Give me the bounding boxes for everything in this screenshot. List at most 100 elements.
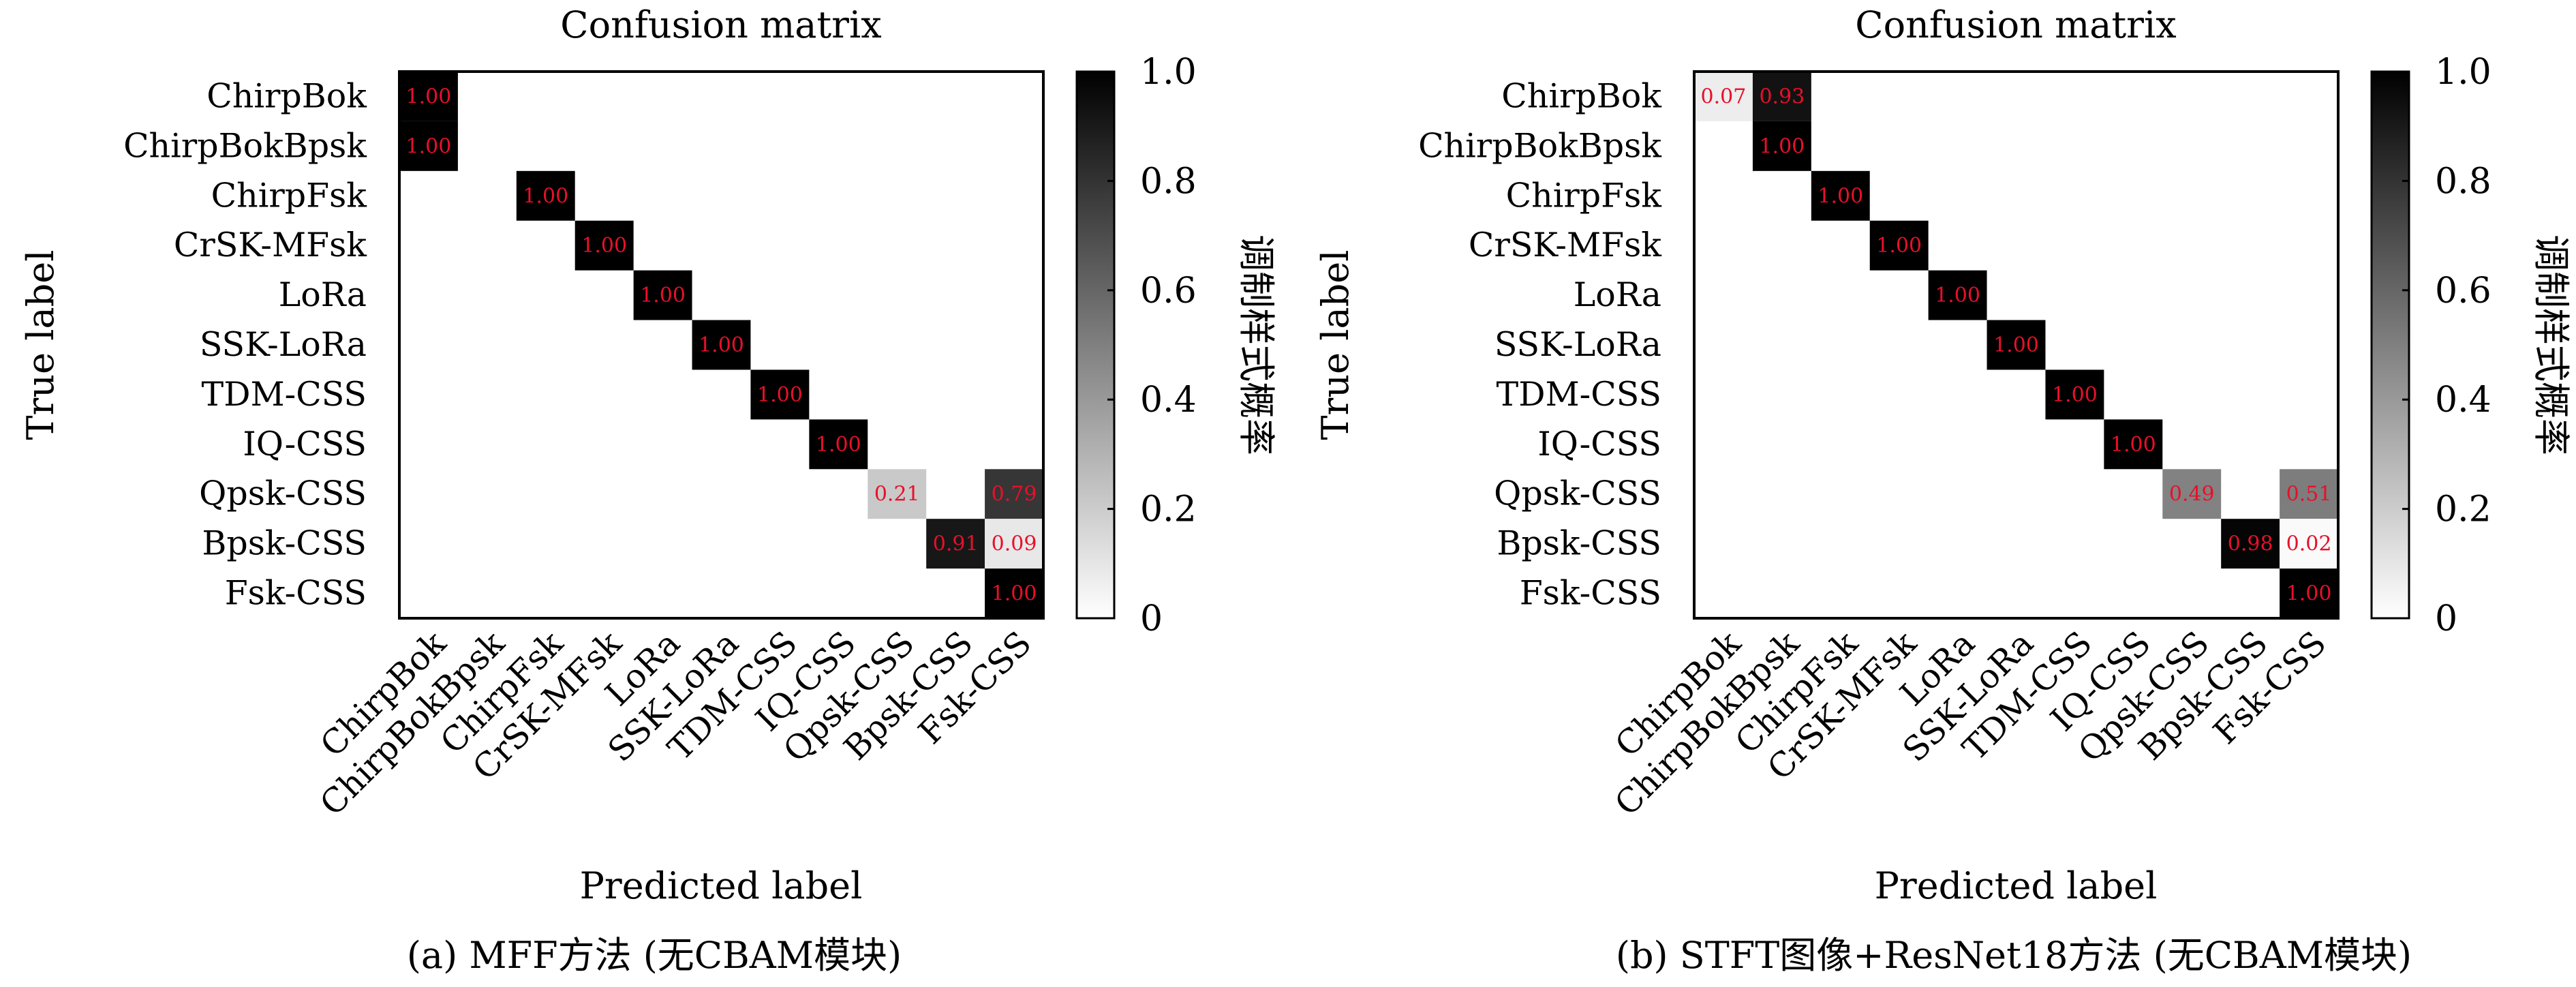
panel-a-colorbar-tick-label: 0.4 bbox=[1140, 380, 1197, 421]
panel-b-colorbar-tick-label: 0.4 bbox=[2435, 380, 2491, 421]
panel-a-y-tick-label: SSK-LoRa bbox=[200, 325, 367, 364]
panel-b-colorbar-ticks: 0 0.2 0.4 0.6 0.8 1.0 bbox=[2402, 52, 2491, 639]
panel-b-y-tick-label: ChirpBok bbox=[1501, 76, 1662, 115]
panel-a-cell-label-3-3: 1.00 bbox=[581, 234, 627, 258]
panel-b-y-tick-label: ChirpBokBpsk bbox=[1418, 126, 1662, 165]
panel-b-cell-label-5-5: 1.00 bbox=[1993, 333, 2039, 357]
panel-a-y-tick-label: CrSK-MFsk bbox=[174, 226, 367, 264]
panel-a-x-tick-labels: ChirpBokChirpBokBpskChirpFskCrSK-MFskLoR… bbox=[313, 623, 1039, 823]
panel-b-y-tick-label: Bpsk-CSS bbox=[1497, 524, 1661, 563]
panel-b-cell-5-5 bbox=[1987, 320, 2046, 370]
panel-a: Confusion matrix 1.00 1.00 1.00 1.00 1.00 1.0… bbox=[19, 3, 1278, 977]
panel-a-cells: 1.00 1.00 1.00 1.00 1.00 1.00 1.00 1.00 0.21 0.79… bbox=[399, 72, 1043, 618]
panel-a-cell-label-8-8: 0.21 bbox=[874, 483, 920, 506]
panel-b-ylabel: True label bbox=[1314, 250, 1357, 440]
panel-a-plot-frame bbox=[398, 70, 1045, 620]
panel-b-cell-label-3-3: 1.00 bbox=[1876, 234, 1922, 258]
panel-a-y-tick-label: IQ-CSS bbox=[243, 425, 367, 464]
panel-b-cell-9-9 bbox=[2221, 519, 2280, 569]
panel-b-y-tick-label: CrSK-MFsk bbox=[1469, 226, 1662, 264]
panel-b-cell-label-6-6: 1.00 bbox=[2052, 383, 2098, 407]
panel-b-colorbar-tick-label: 0.8 bbox=[2435, 161, 2491, 202]
panel-a-cell-label-5-5: 1.00 bbox=[699, 333, 744, 357]
panel-a-y-tick-label: TDM-CSS bbox=[202, 375, 367, 414]
panel-a-cell-2-2 bbox=[516, 170, 575, 221]
panel-a-colorbar-tick-label: 0.8 bbox=[1140, 161, 1197, 202]
panel-a-cell-9-9 bbox=[926, 519, 985, 569]
panel-b-colorbar-tick-label: 0 bbox=[2435, 598, 2457, 639]
panel-b-y-tick-labels: ChirpBok ChirpBokBpsk ChirpFsk CrSK-MFsk LoR… bbox=[1418, 76, 1662, 612]
panel-b-cell-9-10 bbox=[2280, 519, 2338, 569]
panel-b-colorbar bbox=[2370, 70, 2410, 620]
panel-b-y-tick-label: TDM-CSS bbox=[1497, 375, 1661, 414]
panel-b-y-tick-label: ChirpFsk bbox=[1506, 176, 1663, 215]
panel-a-xlabel: Predicted label bbox=[580, 864, 863, 907]
panel-a-cell-3-3 bbox=[574, 220, 634, 271]
panel-a-cell-label-7-7: 1.00 bbox=[816, 433, 861, 457]
panel-a-colorbar-tick-label: 1.0 bbox=[1140, 52, 1197, 93]
panel-a-colorbar-ticks: 0 0.2 0.4 0.6 0.8 1.0 bbox=[1107, 52, 1197, 639]
panel-b-cell-label-8-10: 0.51 bbox=[2286, 483, 2332, 506]
panel-b-cell-8-8 bbox=[2162, 469, 2222, 519]
panel-b-cell-label-4-4: 1.00 bbox=[1935, 284, 1980, 307]
panel-a-cell-6-6 bbox=[750, 369, 810, 420]
panel-b-cells: 0.07 0.93 1.00 1.00 1.00 1.00 1.00 1.00 1.00 0.49… bbox=[1694, 72, 2338, 618]
panel-a-cell-8-8 bbox=[868, 469, 927, 519]
panel-a-y-tick-label: ChirpFsk bbox=[211, 176, 368, 215]
panel-a-cell-label-0-0: 1.00 bbox=[406, 85, 452, 108]
panel-a-cell-label-9-9: 0.91 bbox=[933, 532, 979, 556]
panel-a-colorbar bbox=[1075, 70, 1116, 620]
panel-a-cell-10-10 bbox=[985, 568, 1043, 618]
panel-b-cell-10-10 bbox=[2280, 568, 2338, 618]
panel-a-cell-label-10-10: 1.00 bbox=[992, 582, 1037, 606]
panel-b-cell-label-10-10: 1.00 bbox=[2286, 582, 2332, 606]
panel-a-cell-1-0 bbox=[399, 121, 458, 171]
panel-a-cell-label-9-10: 0.09 bbox=[992, 532, 1037, 556]
panel-a-cell-label-4-4: 1.00 bbox=[640, 284, 686, 307]
panel-b-colorbar-tick-label: 1.0 bbox=[2435, 52, 2491, 93]
panel-b-cell-label-9-9: 0.98 bbox=[2228, 532, 2273, 556]
panel-b-colorbar-tick-label: 0.2 bbox=[2435, 489, 2491, 530]
panel-b-cell-label-8-8: 0.49 bbox=[2169, 483, 2215, 506]
panel-a-cell-5-5 bbox=[692, 320, 751, 370]
panel-a-cell-7-7 bbox=[809, 419, 868, 470]
panel-a-cell-8-10 bbox=[985, 469, 1043, 519]
panel-b-cell-0-0 bbox=[1694, 72, 1753, 121]
panel-a-cell-0-0 bbox=[399, 72, 458, 121]
panel-b-y-tick-label: SSK-LoRa bbox=[1494, 325, 1661, 364]
panel-b-cell-2-2 bbox=[1811, 170, 1870, 221]
panel-a-colorbar-tick-label: 0.6 bbox=[1140, 271, 1197, 312]
panel-b-plot-frame bbox=[1693, 70, 2340, 620]
panel-a-y-tick-labels: ChirpBok ChirpBokBpsk ChirpFsk CrSK-MFsk LoR… bbox=[123, 76, 367, 612]
panel-a-y-tick-label: ChirpBok bbox=[206, 76, 367, 115]
panel-b-cell-7-7 bbox=[2104, 419, 2163, 470]
panel-a-colorbar-tick-label: 0.2 bbox=[1140, 489, 1197, 530]
panel-a-y-tick-label: ChirpBokBpsk bbox=[123, 126, 367, 165]
panel-a-colorbar-label: 调制样式概率 bbox=[1235, 234, 1278, 455]
panel-b-cell-label-9-10: 0.02 bbox=[2286, 532, 2332, 556]
panel-a-title: Confusion matrix bbox=[560, 3, 881, 46]
panel-b-caption: (b) STFT图像+ResNet18方法 (无CBAM模块) bbox=[1616, 934, 2412, 977]
panel-a-cell-4-4 bbox=[633, 270, 692, 320]
panel-b-y-tick-label: Qpsk-CSS bbox=[1494, 474, 1661, 513]
panel-b-y-tick-label: LoRa bbox=[1574, 275, 1661, 314]
panel-b-cell-label-2-2: 1.00 bbox=[1818, 184, 1863, 208]
panel-b-cell-1-1 bbox=[1752, 121, 1811, 171]
panel-a-cell-label-1-0: 1.00 bbox=[406, 134, 452, 158]
panel-b-x-tick-labels: ChirpBokChirpBokBpskChirpFskCrSK-MFskLoR… bbox=[1608, 623, 2334, 823]
panel-b-colorbar-label: 调制样式概率 bbox=[2530, 234, 2573, 455]
panel-b: Confusion matrix 0.07 0.931.001.001.001.0… bbox=[1314, 3, 2573, 977]
panel-a-ylabel: True label bbox=[19, 250, 62, 440]
panel-b-cell-3-3 bbox=[1869, 220, 1929, 271]
panel-a-caption: (a) MFF方法 (无CBAM模块) bbox=[407, 934, 902, 977]
panel-b-colorbar-tick-label: 0.6 bbox=[2435, 271, 2491, 312]
panel-a-y-tick-label: Qpsk-CSS bbox=[199, 474, 367, 513]
panel-b-cell-label-7-7: 1.00 bbox=[2111, 433, 2156, 457]
panel-b-cell-label-1-1: 1.00 bbox=[1759, 134, 1805, 158]
panel-b-cell-label-0-0: 0.07 bbox=[1701, 85, 1747, 108]
panel-a-y-tick-label: Fsk-CSS bbox=[225, 574, 367, 613]
panel-b-y-tick-label: Fsk-CSS bbox=[1520, 574, 1661, 613]
panel-b-cell-4-4 bbox=[1928, 270, 1987, 320]
